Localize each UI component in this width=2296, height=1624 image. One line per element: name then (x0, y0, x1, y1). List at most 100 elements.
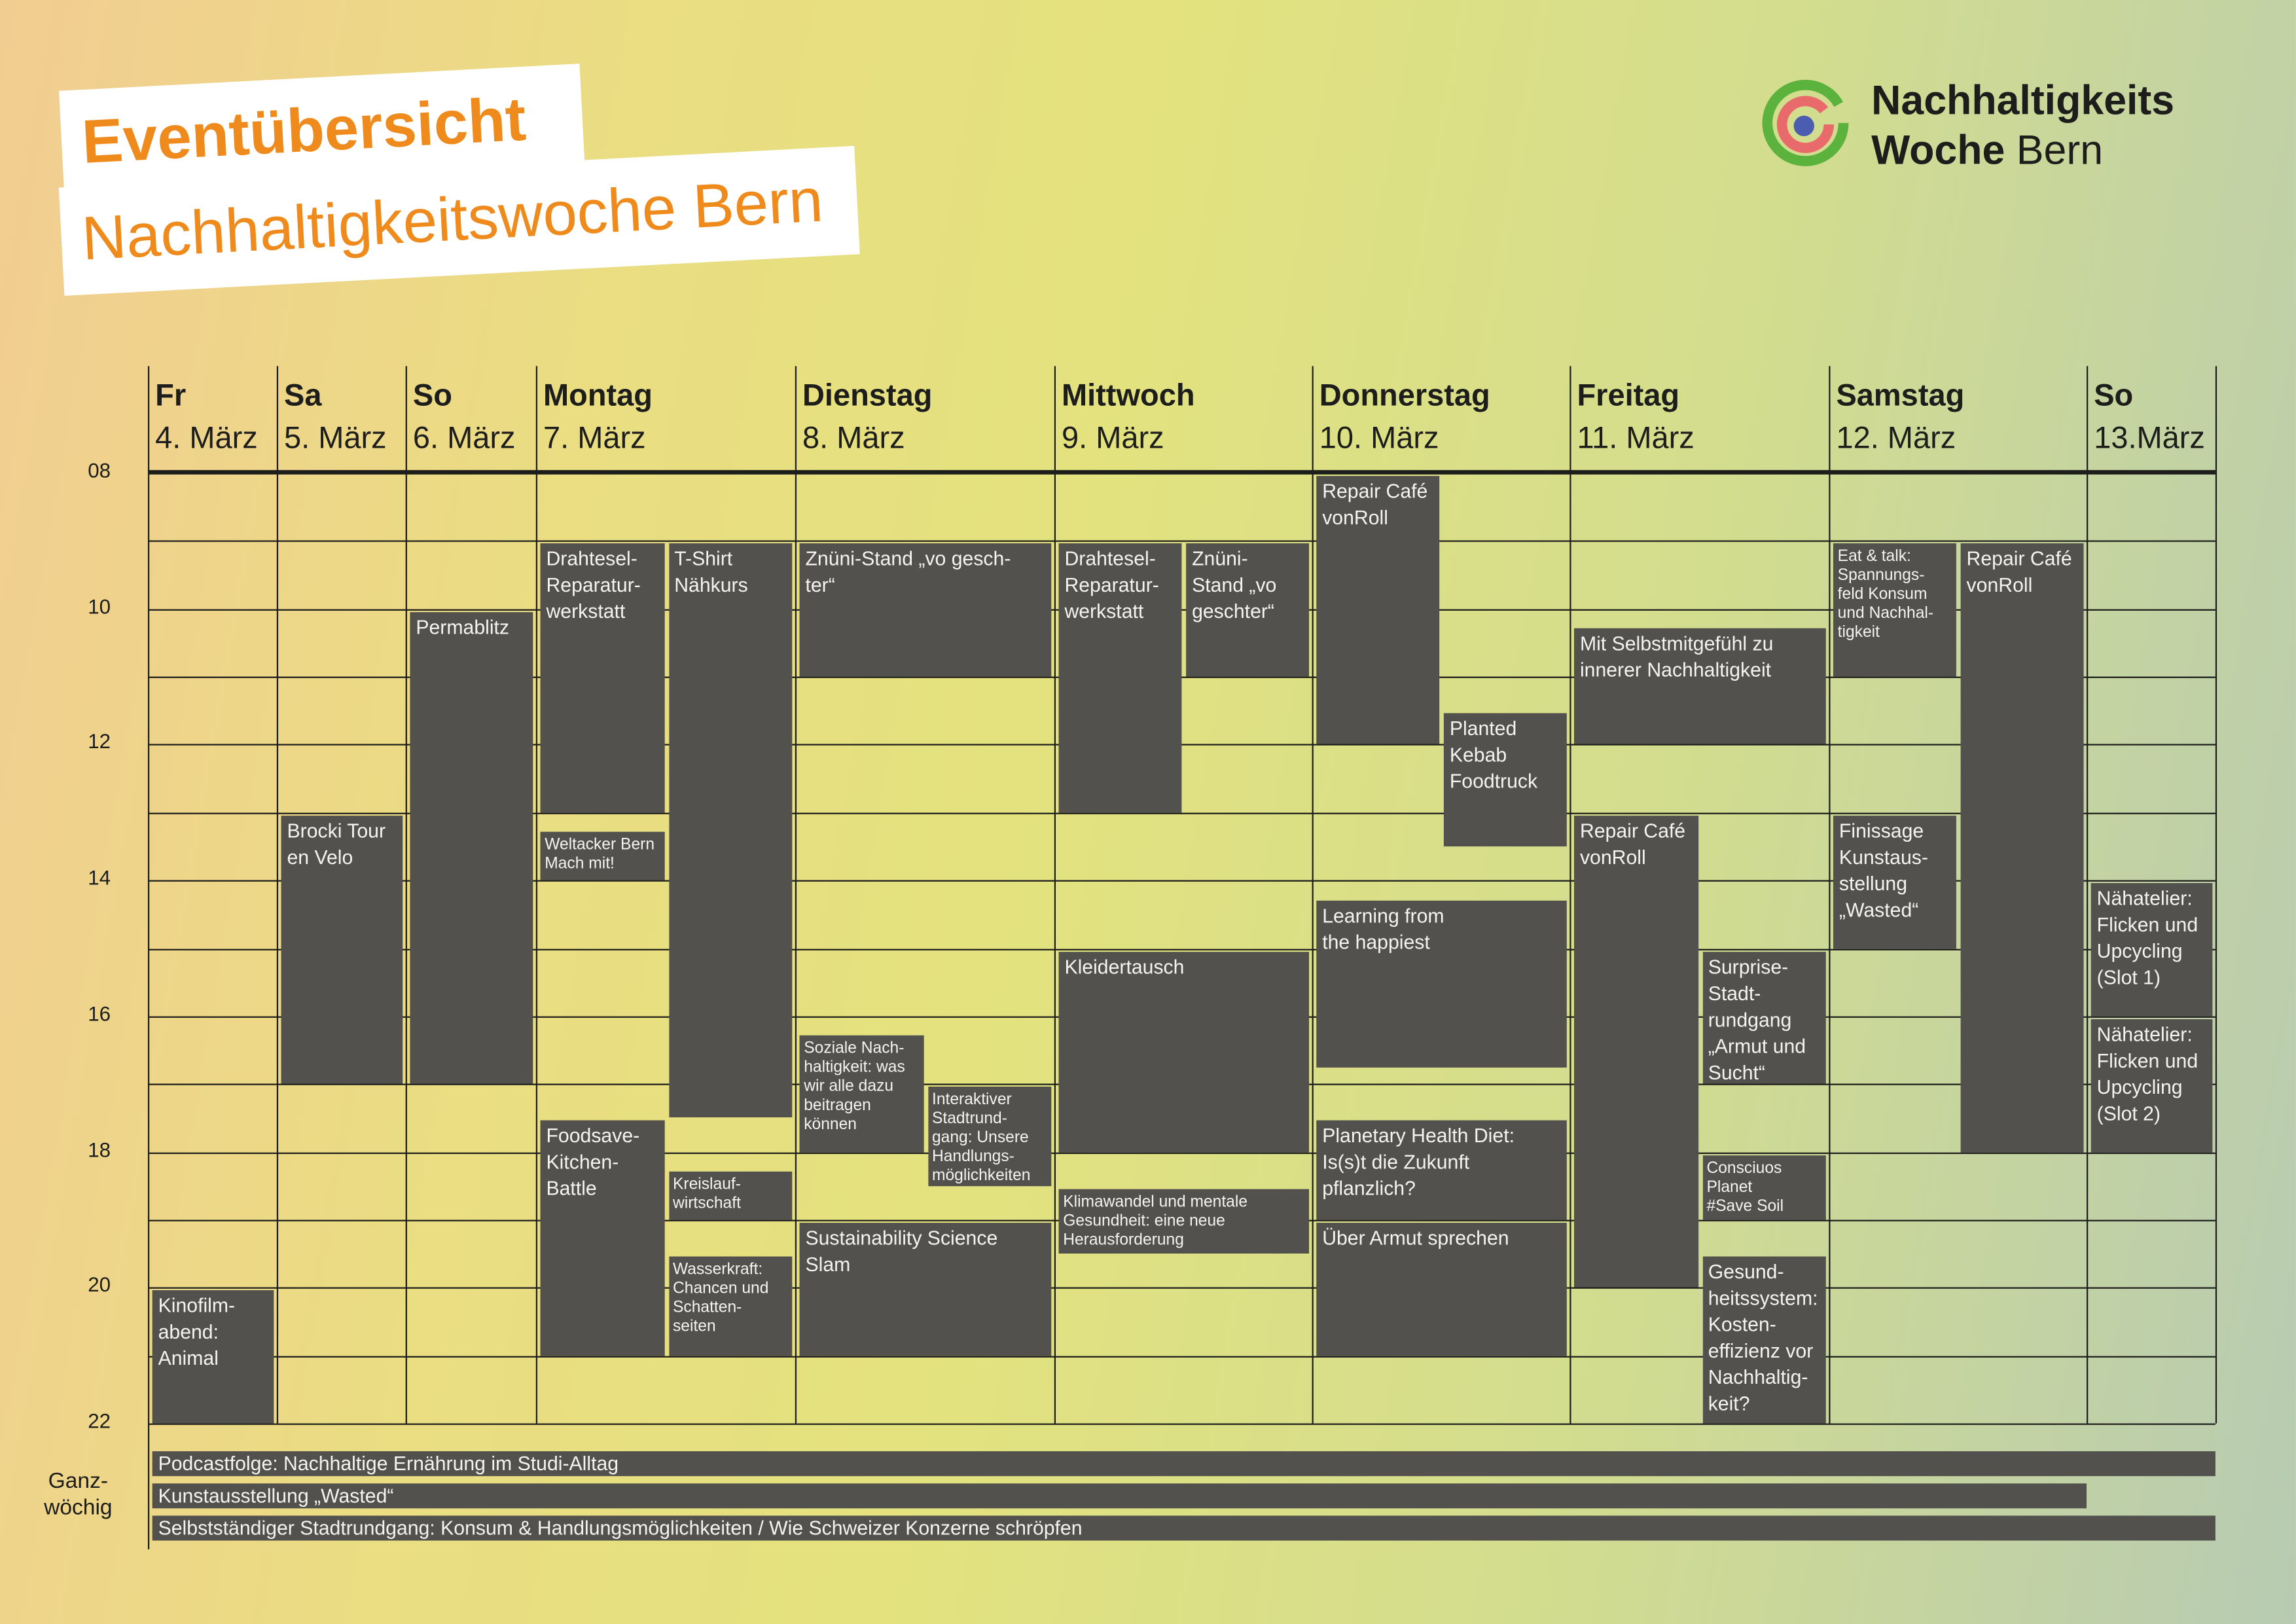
hour-gridline (147, 948, 2215, 950)
day-header: Sa 5. März (284, 375, 387, 460)
event-block[interactable]: Weltacker Bern Mach mit! (540, 832, 664, 880)
hour-label: 18 (88, 1137, 111, 1161)
hour-gridline (147, 1355, 2215, 1358)
hour-label: 14 (88, 865, 111, 890)
event-block[interactable]: Surprise- Stadt- rundgang „Armut und Suc… (1702, 951, 1826, 1085)
day-name: Donnerstag (1319, 379, 1490, 413)
event-block[interactable]: Klimawandel und mentale Gesundheit: eine… (1058, 1189, 1310, 1254)
weekly-event-bar[interactable]: Podcastfolge: Nachhaltige Ernährung im S… (152, 1451, 2215, 1477)
spiral-logo-icon (1762, 79, 1849, 166)
logo-line2-bold: Woche (1871, 127, 2005, 173)
day-date: 6. März (412, 422, 516, 456)
hour-gridline (147, 1288, 2215, 1290)
day-header: Donnerstag 10. März (1319, 375, 1490, 460)
logo-line2-regular: Bern (2016, 127, 2104, 173)
event-block[interactable]: Brocki Tour en Velo (281, 815, 403, 1085)
day-date: 8. März (802, 422, 905, 456)
day-divider (1570, 366, 1571, 1424)
hour-label: 16 (88, 1001, 111, 1025)
event-block[interactable]: Drahtesel- Reparatur- werkstatt (1058, 543, 1182, 813)
event-block[interactable]: Learning from the happiest (1316, 900, 1567, 1068)
day-name: So (2094, 379, 2134, 413)
event-block[interactable]: Znüni-Stand „vo gesch- ter“ (799, 543, 1052, 677)
hour-gridline (147, 541, 2215, 543)
day-date: 7. März (543, 422, 646, 456)
event-block[interactable]: Permablitz (410, 611, 533, 1085)
event-block[interactable]: Finissage Kunstaus- stellung „Wasted“ (1833, 815, 1956, 948)
event-block[interactable]: Interaktiver Stadtrund- gang: Unsere Han… (927, 1087, 1052, 1186)
day-name: Dienstag (802, 379, 933, 413)
day-date: 9. März (1061, 422, 1164, 456)
hour-label: 08 (88, 458, 111, 482)
event-block[interactable]: Soziale Nach- haltigkeit: was wir alle d… (799, 1036, 924, 1152)
day-header: So 6. März (413, 375, 516, 460)
day-divider (535, 366, 538, 1424)
weekly-event-bar[interactable]: Kunstausstellung „Wasted“ (152, 1483, 2087, 1509)
hour-label: 20 (88, 1272, 111, 1297)
event-block[interactable]: Mit Selbstmitgefühl zu innerer Nachhalti… (1573, 628, 1826, 745)
day-name: Montag (543, 379, 653, 413)
event-block[interactable]: Repair Café vonRoll (1316, 476, 1440, 745)
event-block[interactable]: Kinofilm- abend: Animal (152, 1290, 274, 1424)
event-block[interactable]: Drahtesel- Reparatur- werkstatt (540, 543, 664, 813)
event-block[interactable]: Nähatelier: Flicken und Upcycling (Slot … (2090, 883, 2213, 1017)
day-date: 5. März (284, 422, 387, 456)
event-block[interactable]: Gesund- heitssystem: Kosten- effizienz v… (1702, 1256, 1826, 1424)
hour-label: 12 (88, 730, 111, 753)
event-block[interactable]: Planted Kebab Foodtruck (1443, 713, 1567, 847)
day-date: 11. März (1577, 422, 1695, 456)
day-divider (1829, 366, 1831, 1424)
event-block[interactable]: Repair Café vonRoll (1960, 543, 2084, 1152)
day-divider (2215, 366, 2217, 1424)
event-block[interactable]: Wasserkraft: Chancen und Schatten- seite… (668, 1256, 793, 1356)
day-name: Mittwoch (1061, 379, 1195, 413)
hour-label: 22 (88, 1409, 111, 1433)
header-rule (147, 470, 2215, 475)
day-header: So 13.März (2094, 375, 2205, 460)
hour-gridline (147, 880, 2215, 882)
event-block[interactable]: Foodsave- Kitchen- Battle (540, 1121, 664, 1356)
hour-label: 10 (88, 594, 111, 618)
day-name: Fr (155, 379, 187, 413)
subtitle: Nachhaltigkeitswoche Bern (80, 165, 825, 273)
day-header: Freitag 11. März (1577, 375, 1694, 460)
day-name: So (412, 379, 452, 413)
day-divider (405, 366, 407, 1424)
day-name: Samstag (1836, 379, 1965, 413)
day-divider (147, 366, 150, 1549)
day-divider (795, 366, 797, 1424)
logo-wordmark: Nachhaltigkeits Woche Bern (1871, 76, 2174, 175)
event-block[interactable]: Sustainability Science Slam (799, 1222, 1052, 1356)
logo-line1: Nachhaltigkeits (1871, 77, 2175, 123)
day-divider (276, 366, 279, 1424)
hour-gridline (147, 1423, 2215, 1425)
day-date: 4. März (155, 422, 258, 456)
weekly-label: Ganz- wöchig (44, 1468, 113, 1521)
event-block[interactable]: Eat & talk: Spannungs- feld Konsum und N… (1833, 543, 1956, 677)
event-block[interactable]: Über Armut sprechen (1316, 1222, 1567, 1356)
day-header: Samstag 12. März (1836, 375, 1964, 460)
event-block[interactable]: Kreislauf- wirtschaft (668, 1172, 793, 1220)
day-header: Fr 4. März (155, 375, 258, 460)
event-block[interactable]: Nähatelier: Flicken und Upcycling (Slot … (2090, 1019, 2213, 1152)
hour-gridline (147, 1151, 2215, 1154)
event-block[interactable]: Planetary Health Diet: Is(s)t die Zukunf… (1316, 1121, 1567, 1220)
event-block[interactable]: Znüni- Stand „vo geschter“ (1186, 543, 1310, 677)
day-divider (1054, 366, 1056, 1424)
day-divider (2087, 366, 2089, 1424)
event-block[interactable]: T-Shirt Nähkurs (668, 543, 793, 1118)
day-date: 10. März (1319, 422, 1439, 456)
event-block[interactable]: Kleidertausch (1058, 951, 1310, 1152)
title: Eventübersicht (80, 84, 528, 177)
day-name: Sa (284, 379, 322, 413)
day-name: Freitag (1577, 379, 1680, 413)
event-block[interactable]: Consciuos Planet #Save Soil (1702, 1155, 1826, 1220)
weekly-event-bar[interactable]: Selbstständiger Stadtrundgang: Konsum & … (152, 1515, 2215, 1541)
hour-gridline (147, 812, 2215, 814)
day-date: 13.März (2094, 422, 2205, 456)
day-header: Montag 7. März (543, 375, 653, 460)
day-header: Dienstag 8. März (802, 375, 932, 460)
event-block[interactable]: Repair Café vonRoll (1573, 815, 1698, 1288)
day-divider (1312, 366, 1314, 1424)
